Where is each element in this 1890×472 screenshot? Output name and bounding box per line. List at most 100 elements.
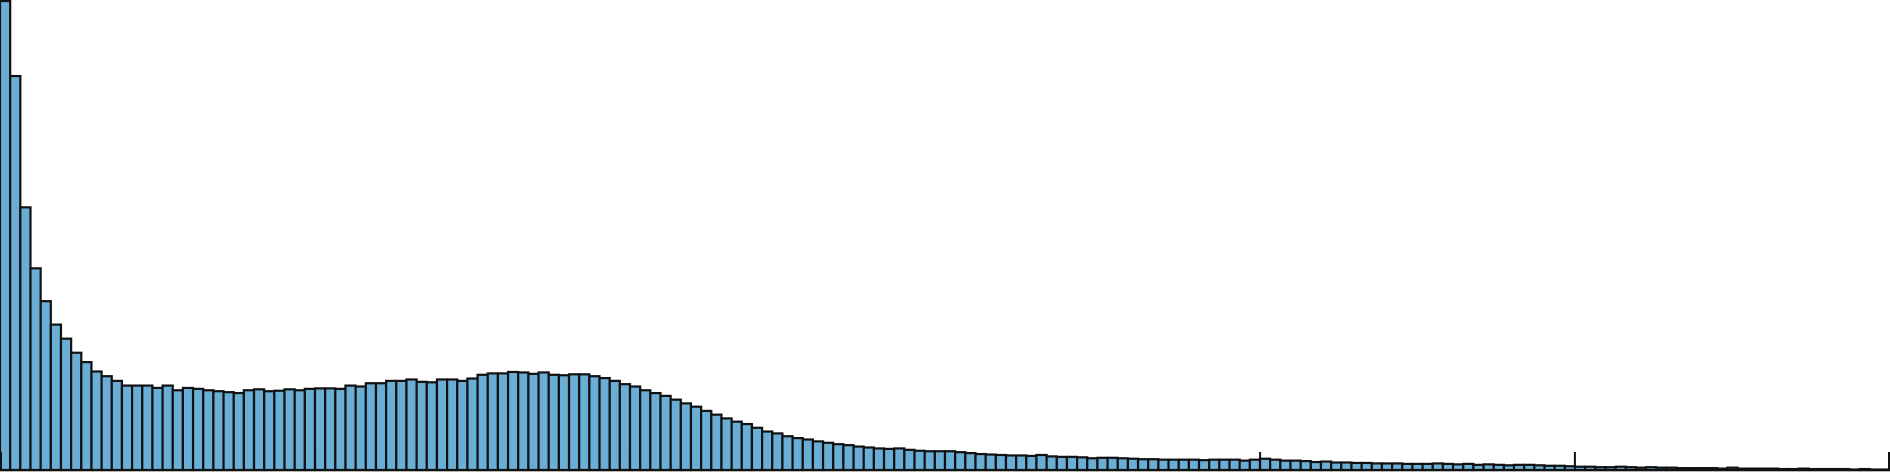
histogram-bar (1380, 462, 1394, 472)
histogram-bar (222, 391, 235, 472)
histogram-bar (618, 383, 632, 472)
histogram-bar (954, 451, 967, 472)
histogram-bar (1431, 462, 1444, 472)
histogram-bar (1665, 466, 1678, 472)
histogram-bar (984, 453, 997, 472)
histogram-bar (131, 384, 144, 472)
histogram-bar (212, 390, 225, 472)
histogram-bar (141, 384, 154, 472)
histogram-bar (324, 387, 337, 472)
histogram-bar (1116, 457, 1129, 472)
histogram-bar (202, 389, 215, 472)
histogram-bar (933, 450, 947, 472)
histogram-bar (1604, 466, 1617, 472)
histogram-bar (1502, 464, 1516, 472)
histogram-bar (1543, 464, 1556, 472)
histogram-bar (1096, 456, 1109, 472)
histogram-bar (720, 417, 733, 472)
histogram-bar (385, 379, 398, 472)
histogram-bar (39, 300, 52, 472)
histogram-bar (1208, 458, 1221, 472)
histogram-bar (994, 453, 1008, 472)
histogram-bar (334, 387, 347, 472)
histogram-bar (1462, 462, 1475, 472)
histogram-bar (181, 386, 195, 472)
histogram-bar (872, 447, 886, 472)
histogram-bar (842, 444, 855, 472)
histogram-bar (1269, 458, 1282, 472)
histogram-bar (1451, 463, 1465, 472)
histogram-bar (486, 372, 499, 472)
histogram-bar (1584, 465, 1597, 472)
histogram-bar (527, 372, 540, 472)
histogram-bar (0, 0, 12, 472)
histogram-bar (1645, 466, 1658, 472)
histogram-bar (1624, 466, 1638, 472)
histogram-bar (1350, 461, 1363, 472)
histogram-bar (1685, 467, 1699, 472)
histogram-bar (364, 382, 378, 472)
histogram-bar (1218, 458, 1231, 472)
histogram-bar (537, 371, 550, 472)
histogram-bar (1695, 467, 1709, 472)
histogram-bar (832, 443, 845, 472)
histogram-bar (395, 379, 408, 472)
histogram-bar (354, 385, 367, 472)
histogram-bar (151, 386, 164, 472)
histogram-bar (19, 206, 32, 472)
histogram-bar (1197, 459, 1211, 472)
histogram-bar (1299, 459, 1312, 472)
histogram-bar (1472, 463, 1485, 472)
histogram-bar (547, 373, 560, 472)
histogram-bar (517, 371, 530, 472)
histogram-bar (1370, 462, 1384, 472)
histogram-bar (476, 373, 489, 472)
histogram-bar (425, 381, 439, 472)
histogram-bar (669, 398, 682, 472)
histogram-bar (1705, 467, 1719, 472)
histogram-bar (446, 378, 459, 472)
histogram-bar (1573, 465, 1587, 472)
histogram-bar (781, 435, 794, 472)
histogram-bar (29, 267, 42, 472)
histogram-bar (811, 440, 825, 472)
histogram-bar (1228, 458, 1241, 472)
histogram-bar (466, 377, 479, 472)
histogram-bar (588, 375, 601, 472)
histogram-bar (700, 409, 713, 472)
histogram-bar (710, 413, 723, 472)
histogram-bar (1004, 454, 1018, 472)
histogram-bar (1035, 453, 1048, 472)
histogram-bar (882, 447, 896, 472)
histogram-bar (1015, 454, 1028, 472)
histogram-bar (110, 379, 124, 472)
histogram-bar (496, 372, 510, 472)
histogram-bar (1634, 466, 1648, 472)
histogram-bar (1106, 456, 1119, 472)
histogram-bar (1655, 466, 1668, 472)
histogram-bar (120, 384, 134, 472)
histogram-bar (649, 391, 662, 472)
histogram-bar (923, 450, 936, 472)
histogram-bar (1319, 460, 1333, 472)
x-axis-ticks (0, 452, 1890, 470)
histogram-bar (1401, 462, 1414, 472)
histogram-bar (557, 374, 571, 472)
histogram-bar (801, 438, 814, 472)
histogram-bar (80, 361, 93, 472)
histogram-bar (303, 387, 317, 472)
histogram-bar (1360, 461, 1373, 472)
histogram-bar (1126, 457, 1140, 472)
histogram-bar (598, 376, 611, 472)
histogram-bar (456, 379, 469, 472)
histogram-bar (1441, 462, 1455, 472)
histogram-bar (730, 420, 743, 472)
histogram-bar (1025, 454, 1038, 472)
histogram-bar (567, 373, 581, 472)
histogram-bar (1086, 457, 1099, 472)
histogram-bar (1614, 465, 1627, 472)
histogram-bar (313, 387, 327, 472)
histogram-bar (791, 437, 804, 472)
